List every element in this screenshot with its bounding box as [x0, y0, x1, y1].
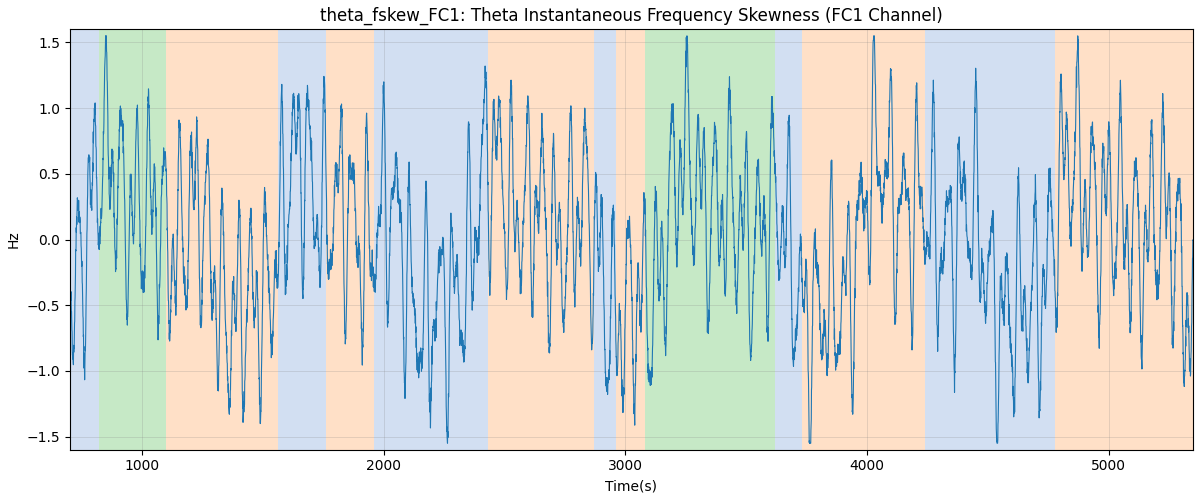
Bar	[487, 30, 594, 450]
Bar	[616, 30, 644, 450]
Bar	[326, 30, 374, 450]
Bar	[644, 30, 775, 450]
Bar	[98, 30, 167, 450]
Bar	[802, 30, 925, 450]
Title: theta_fskew_FC1: Theta Instantaneous Frequency Skewness (FC1 Channel): theta_fskew_FC1: Theta Instantaneous Fre…	[320, 7, 943, 25]
Bar	[167, 30, 277, 450]
Bar	[374, 30, 487, 450]
Y-axis label: Hz: Hz	[7, 230, 20, 248]
Bar	[594, 30, 616, 450]
Bar	[1055, 30, 1193, 450]
Bar	[70, 30, 98, 450]
Bar	[277, 30, 326, 450]
X-axis label: Time(s): Time(s)	[606, 479, 658, 493]
Bar	[775, 30, 802, 450]
Bar	[925, 30, 1055, 450]
